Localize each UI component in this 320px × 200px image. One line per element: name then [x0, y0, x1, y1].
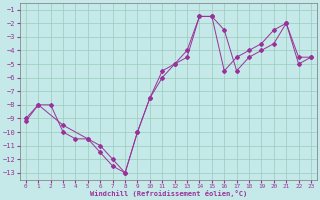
- X-axis label: Windchill (Refroidissement éolien,°C): Windchill (Refroidissement éolien,°C): [90, 190, 247, 197]
